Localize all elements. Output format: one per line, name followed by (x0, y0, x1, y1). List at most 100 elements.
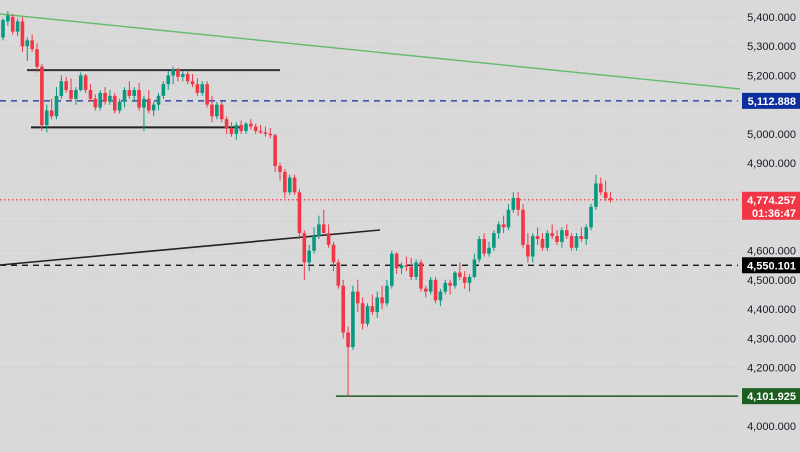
black-uptrend-line[interactable] (0, 229, 381, 266)
candle-bearish (219, 101, 224, 123)
candle-bullish (6, 11, 10, 26)
candle-bearish (210, 95, 214, 123)
candle-bullish (589, 203, 593, 231)
candle-bearish (64, 76, 68, 93)
candle-bullish (132, 87, 137, 102)
candle-bullish (530, 233, 535, 263)
candle-bullish (1, 18, 5, 41)
candle-bearish (550, 224, 554, 239)
candle-bullish (117, 98, 122, 114)
green-downtrend-line[interactable] (0, 13, 741, 90)
candle-bearish (598, 177, 603, 196)
candle-bearish (521, 203, 525, 248)
candle-bullish (44, 104, 49, 133)
candle-bearish (380, 285, 384, 310)
candle-bearish (273, 133, 277, 172)
candle-bearish (268, 127, 273, 139)
candle-bullish (15, 18, 20, 36)
price-tag-value: 5,112.888 (748, 96, 796, 108)
candle-bearish (20, 17, 25, 53)
candle-bullish (414, 259, 418, 280)
candle-bearish (346, 326, 350, 397)
candle-bearish (540, 233, 545, 251)
candle-bullish (244, 122, 248, 134)
candle-bearish (458, 262, 462, 280)
price-axis-label: 5,300.000 (747, 41, 796, 53)
candle-bullish (375, 291, 380, 318)
candle-bearish (224, 116, 229, 134)
candle-bearish (355, 279, 360, 313)
candle-bearish (555, 230, 559, 245)
candle-bullish (560, 227, 564, 248)
price-axis-label: 5,200.000 (747, 70, 796, 82)
candle-bearish (10, 14, 15, 35)
candle-bearish (433, 276, 438, 304)
price-axis[interactable]: 5,400.000 5,300.000 5,200.000 5,000.000 4,90… (747, 12, 796, 433)
candle-bullish (492, 230, 496, 251)
candle-bearish (608, 192, 613, 203)
candle-bearish (297, 189, 302, 239)
candle-bullish (312, 227, 316, 254)
candle-bullish (506, 203, 511, 231)
candle-bearish (482, 233, 486, 257)
candle-bearish (501, 215, 506, 234)
candle-bullish (438, 288, 443, 307)
candle-bullish (287, 174, 292, 196)
candle-bullish (477, 236, 482, 263)
candle-bearish (462, 271, 467, 289)
candlestick-series (1, 11, 613, 397)
candle-bearish (341, 279, 345, 339)
candle-bearish (147, 90, 151, 114)
candle-bearish (370, 294, 375, 315)
candle-bullish (428, 276, 433, 295)
level-5112-price-tag: 5,112.888 (742, 92, 800, 109)
candle-bullish (317, 215, 321, 239)
candle-bearish (394, 252, 399, 275)
price-tag-value: 4,101.925 (747, 391, 796, 403)
candle-bearish (205, 81, 209, 108)
candle-bearish (49, 98, 54, 120)
price-axis-label: 4,500.000 (747, 275, 796, 287)
price-axis-label: 5,000.000 (747, 129, 796, 141)
candle-bearish (249, 119, 253, 130)
candle-bearish (516, 192, 520, 216)
candle-bullish (574, 233, 579, 251)
candle-bullish (156, 92, 161, 111)
candle-bullish (351, 285, 355, 350)
price-axis-label: 4,000.000 (747, 421, 796, 433)
candle-bearish (83, 73, 88, 93)
candle-bearish (321, 209, 326, 234)
candle-bullish (365, 303, 370, 327)
candle-bullish (181, 71, 185, 82)
candle-bullish (78, 72, 83, 92)
candle-bullish (584, 224, 588, 245)
candle-bearish (190, 73, 195, 88)
candle-bearish (336, 259, 341, 289)
price-tag-value: 4,774.257 (747, 195, 796, 207)
candle-bullish (151, 101, 156, 117)
candle-bullish (234, 122, 239, 140)
candle-bearish (331, 241, 336, 272)
candle-bearish (535, 227, 540, 245)
candle-bearish (30, 34, 34, 53)
candle-bearish (278, 163, 282, 181)
candle-bearish (103, 87, 107, 105)
candle-bearish (326, 224, 331, 248)
candle-bullish (472, 253, 477, 279)
candle-bullish (166, 71, 171, 91)
candle-bullish (108, 90, 112, 105)
bar-countdown-timer: 01:36:47 (752, 208, 796, 220)
candle-bearish (263, 126, 268, 137)
candle-bullish (594, 174, 598, 210)
trend-lines (0, 13, 741, 266)
candle-bearish (409, 257, 414, 280)
candle-bearish (35, 43, 39, 73)
candle-bearish (258, 125, 263, 134)
price-axis-label: 4,300.000 (747, 333, 796, 345)
candle-bearish (302, 230, 307, 280)
candle-bullish (59, 75, 64, 99)
